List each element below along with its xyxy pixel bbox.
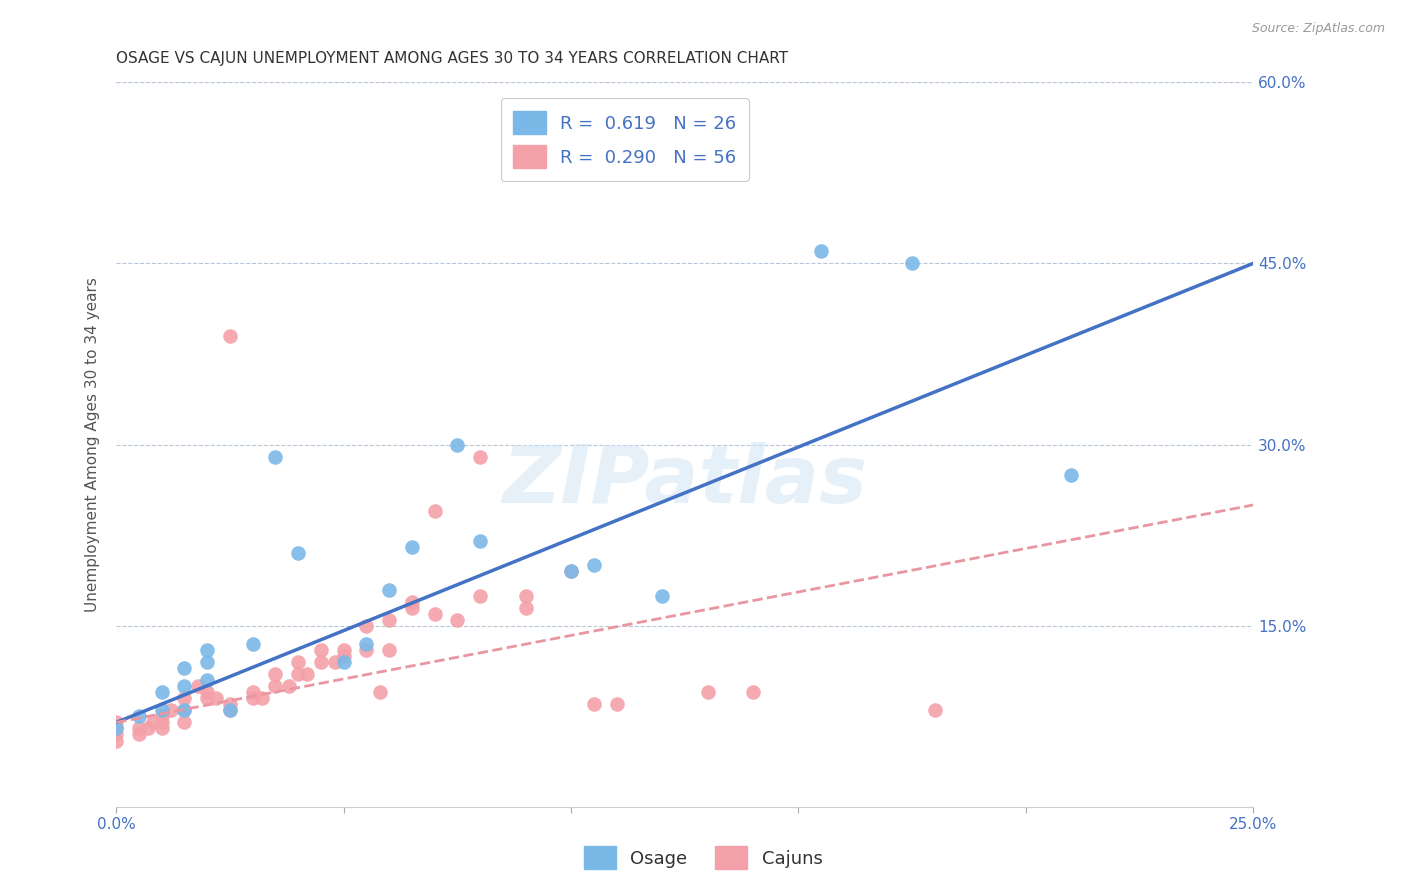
Point	[378, 643, 401, 657]
Point	[105, 722, 128, 736]
Point	[356, 619, 378, 633]
Point	[187, 679, 209, 693]
Point	[446, 613, 468, 627]
Point	[150, 685, 173, 699]
Point	[264, 450, 287, 464]
Point	[560, 565, 582, 579]
Point	[242, 691, 264, 706]
Point	[696, 685, 718, 699]
Point	[219, 698, 242, 712]
Point	[368, 685, 391, 699]
Point	[173, 703, 195, 717]
Point	[309, 643, 332, 657]
Point	[264, 679, 287, 693]
Point	[810, 244, 832, 259]
Point	[287, 655, 309, 669]
Point	[287, 667, 309, 681]
Point	[560, 565, 582, 579]
Point	[446, 437, 468, 451]
Point	[128, 709, 150, 723]
Point	[150, 703, 173, 717]
Point	[356, 637, 378, 651]
Point	[423, 607, 446, 621]
Point	[332, 643, 354, 657]
Point	[901, 256, 924, 270]
Point	[195, 643, 218, 657]
Point	[195, 655, 218, 669]
Point	[401, 594, 423, 608]
Point	[378, 582, 401, 597]
Point	[582, 698, 605, 712]
Legend: Osage, Cajuns: Osage, Cajuns	[575, 838, 831, 879]
Point	[378, 613, 401, 627]
Point	[401, 541, 423, 555]
Point	[150, 709, 173, 723]
Point	[242, 637, 264, 651]
Text: OSAGE VS CAJUN UNEMPLOYMENT AMONG AGES 30 TO 34 YEARS CORRELATION CHART: OSAGE VS CAJUN UNEMPLOYMENT AMONG AGES 3…	[117, 51, 789, 66]
Text: ZIPatlas: ZIPatlas	[502, 442, 868, 520]
Point	[219, 703, 242, 717]
Point	[332, 655, 354, 669]
Point	[401, 600, 423, 615]
Point	[173, 715, 195, 730]
Point	[606, 698, 628, 712]
Point	[160, 703, 183, 717]
Point	[297, 667, 319, 681]
Point	[287, 546, 309, 560]
Point	[515, 589, 537, 603]
Text: Source: ZipAtlas.com: Source: ZipAtlas.com	[1251, 22, 1385, 36]
Point	[136, 722, 159, 736]
Point	[128, 722, 150, 736]
Point	[105, 722, 128, 736]
Point	[105, 727, 128, 741]
Point	[219, 328, 242, 343]
Point	[468, 589, 491, 603]
Point	[173, 703, 195, 717]
Y-axis label: Unemployment Among Ages 30 to 34 years: Unemployment Among Ages 30 to 34 years	[86, 277, 100, 612]
Point	[142, 715, 165, 730]
Point	[173, 679, 195, 693]
Point	[468, 450, 491, 464]
Point	[173, 661, 195, 675]
Legend: R =  0.619   N = 26, R =  0.290   N = 56: R = 0.619 N = 26, R = 0.290 N = 56	[501, 98, 749, 181]
Point	[651, 589, 673, 603]
Point	[423, 504, 446, 518]
Point	[128, 727, 150, 741]
Point	[278, 679, 301, 693]
Point	[356, 643, 378, 657]
Point	[924, 703, 946, 717]
Point	[195, 691, 218, 706]
Point	[1060, 467, 1083, 482]
Point	[150, 722, 173, 736]
Point	[250, 691, 273, 706]
Point	[219, 703, 242, 717]
Point	[195, 685, 218, 699]
Point	[332, 648, 354, 663]
Point	[264, 667, 287, 681]
Point	[309, 655, 332, 669]
Point	[242, 685, 264, 699]
Point	[582, 558, 605, 573]
Point	[195, 673, 218, 687]
Point	[105, 715, 128, 730]
Point	[173, 691, 195, 706]
Point	[323, 655, 346, 669]
Point	[468, 534, 491, 549]
Point	[742, 685, 765, 699]
Point	[205, 691, 228, 706]
Point	[150, 715, 173, 730]
Point	[105, 733, 128, 747]
Point	[515, 600, 537, 615]
